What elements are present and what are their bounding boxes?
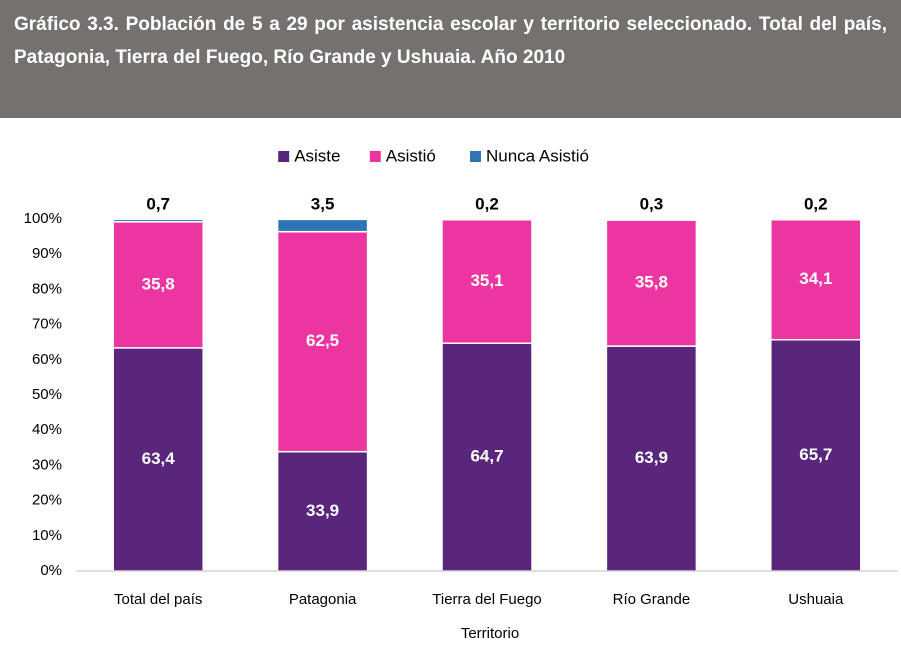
data-label: 35,8 <box>142 274 175 293</box>
data-label: 0,2 <box>804 194 828 213</box>
bar-segment <box>112 221 204 349</box>
bar-segment <box>441 342 533 572</box>
data-label: 63,4 <box>142 449 176 468</box>
x-axis-label: Territorio <box>461 625 519 642</box>
data-label: 33,9 <box>306 501 339 520</box>
legend-swatch <box>470 151 481 162</box>
data-label: 35,8 <box>635 273 668 292</box>
data-label: 0,7 <box>146 194 170 213</box>
y-tick-label: 60% <box>32 351 62 368</box>
bar-segment <box>112 218 204 223</box>
chart-title: Gráfico 3.3. Población de 5 a 29 por asi… <box>0 0 901 118</box>
data-label: 35,1 <box>470 271 503 290</box>
data-label: 65,7 <box>799 445 832 464</box>
data-label: 0,2 <box>475 194 499 213</box>
legend-label: Asistió <box>386 146 436 165</box>
x-tick-label: Ushuaia <box>788 591 844 608</box>
y-tick-label: 80% <box>32 280 62 297</box>
y-tick-label: 0% <box>40 562 62 579</box>
bar-segment <box>770 218 862 221</box>
bar-segment <box>770 218 862 341</box>
y-tick-label: 10% <box>32 527 62 544</box>
y-tick-label: 90% <box>32 245 62 262</box>
data-label: 0,3 <box>640 194 664 213</box>
x-tick-label: Total del país <box>114 591 202 608</box>
y-tick-label: 70% <box>32 316 62 333</box>
bar-segment <box>441 218 533 345</box>
y-tick-label: 30% <box>32 456 62 473</box>
y-tick-label: 50% <box>32 386 62 403</box>
legend-swatch <box>369 151 381 162</box>
data-label: 64,7 <box>470 447 503 466</box>
data-label: 63,9 <box>635 448 668 467</box>
x-tick-label: Río Grande <box>613 591 691 608</box>
data-label: 3,5 <box>311 194 335 213</box>
data-label: 34,1 <box>799 269 832 288</box>
legend-label: Nunca Asistió <box>486 146 589 165</box>
legend-label: Asiste <box>294 146 340 165</box>
data-label: 62,5 <box>306 331 339 350</box>
bar-segment <box>276 450 369 572</box>
bar-segment <box>276 230 369 453</box>
y-tick-label: 20% <box>32 492 62 509</box>
x-tick-label: Patagonia <box>289 591 357 608</box>
x-tick-label: Tierra del Fuego <box>432 591 542 608</box>
bar-segment <box>276 218 369 233</box>
legend-swatch <box>278 151 290 162</box>
y-tick-label: 100% <box>24 210 62 227</box>
y-tick-label: 40% <box>32 421 62 438</box>
bar-segment <box>605 219 698 347</box>
bar-segment <box>605 218 698 221</box>
bar-segment <box>441 218 533 221</box>
